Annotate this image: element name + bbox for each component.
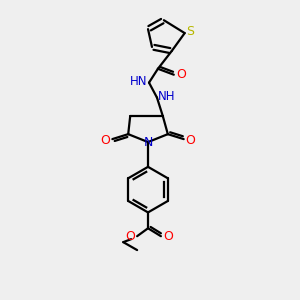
- Text: O: O: [125, 230, 135, 243]
- Text: HN: HN: [130, 75, 148, 88]
- Text: NH: NH: [158, 90, 175, 103]
- Text: O: O: [163, 230, 173, 243]
- Text: O: O: [176, 68, 186, 81]
- Text: S: S: [187, 25, 195, 38]
- Text: O: O: [186, 134, 196, 147]
- Text: N: N: [143, 136, 153, 148]
- Text: O: O: [100, 134, 110, 147]
